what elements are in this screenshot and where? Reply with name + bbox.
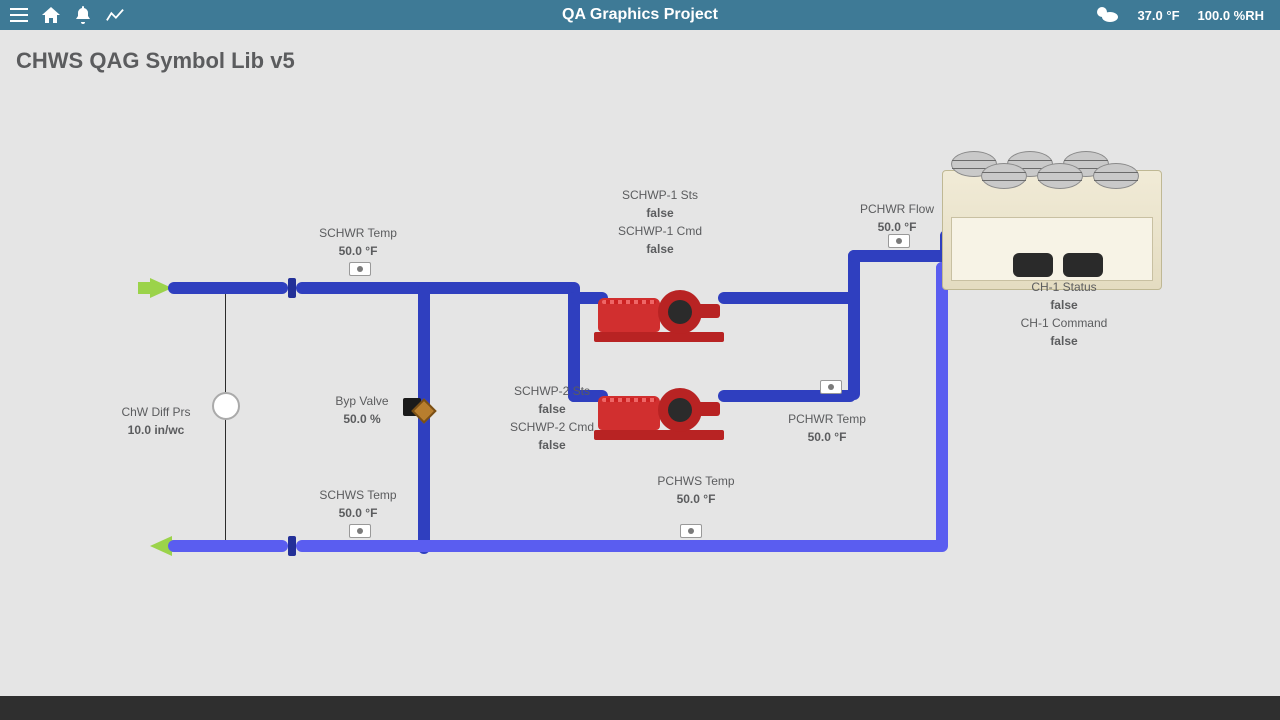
pipe-flange <box>288 278 296 298</box>
pipe-flange <box>288 536 296 556</box>
header-title: QA Graphics Project <box>562 6 718 24</box>
label-pchws-temp: PCHWS Temp 50.0 °F <box>646 472 746 508</box>
pipe-pchws <box>936 262 948 552</box>
header-weather: 37.0 °F 100.0 %RH <box>1093 4 1280 27</box>
pipe-schwr <box>296 282 578 294</box>
chiller-ch1-icon <box>942 170 1162 290</box>
footer-bar <box>0 696 1280 720</box>
sensor-schws-temp-icon <box>349 524 371 538</box>
sensor-pchwr-temp-icon <box>820 380 842 394</box>
pump-schwp-2-icon <box>594 376 724 440</box>
sensor-pchws-temp-icon <box>680 524 702 538</box>
bell-icon[interactable] <box>74 6 92 24</box>
home-icon[interactable] <box>42 6 60 24</box>
pipe-pchwr <box>848 250 952 262</box>
dp-gauge-icon <box>212 392 240 420</box>
pipe-pchws <box>296 540 946 552</box>
pipe-schwr <box>168 282 288 294</box>
app-header: QA Graphics Project 37.0 °F 100.0 %RH <box>0 0 1280 30</box>
weather-icon <box>1093 4 1119 27</box>
pipe-schws <box>168 540 288 552</box>
label-schwr-temp: SCHWR Temp 50.0 °F <box>318 224 398 260</box>
pipe-pchwr <box>848 250 860 400</box>
label-byp-valve: Byp Valve 50.0 % <box>322 392 402 428</box>
pipe-pchwr <box>718 292 858 304</box>
sensor-schwr-temp-icon <box>349 262 371 276</box>
outdoor-humidity: 100.0 %RH <box>1198 8 1264 23</box>
pump-schwp-1-icon <box>594 278 724 342</box>
label-ch1: CH-1 Status false CH-1 Command false <box>1004 278 1124 350</box>
menu-icon[interactable] <box>10 6 28 24</box>
label-schwp2: SCHWP-2 Sts false SCHWP-2 Cmd false <box>502 382 602 454</box>
label-pchwr-temp: PCHWR Temp 50.0 °F <box>782 410 872 446</box>
label-schwp1: SCHWP-1 Sts false SCHWP-1 Cmd false <box>610 186 710 258</box>
label-schws-temp: SCHWS Temp 50.0 °F <box>318 486 398 522</box>
sensor-pchwr-flow-icon <box>888 234 910 248</box>
label-chw-diff-prs: ChW Diff Prs 10.0 in/wc <box>106 403 206 439</box>
header-toolbar <box>0 6 124 24</box>
content-area: CHWS QAG Symbol Lib v5 <box>0 30 1280 690</box>
piping-diagram: SCHWR Temp 50.0 °F ChW Diff Prs 10.0 in/… <box>0 30 1280 690</box>
trend-icon[interactable] <box>106 6 124 24</box>
label-pchwr-flow: PCHWR Flow 50.0 °F <box>852 200 942 236</box>
outdoor-temp: 37.0 °F <box>1137 8 1179 23</box>
